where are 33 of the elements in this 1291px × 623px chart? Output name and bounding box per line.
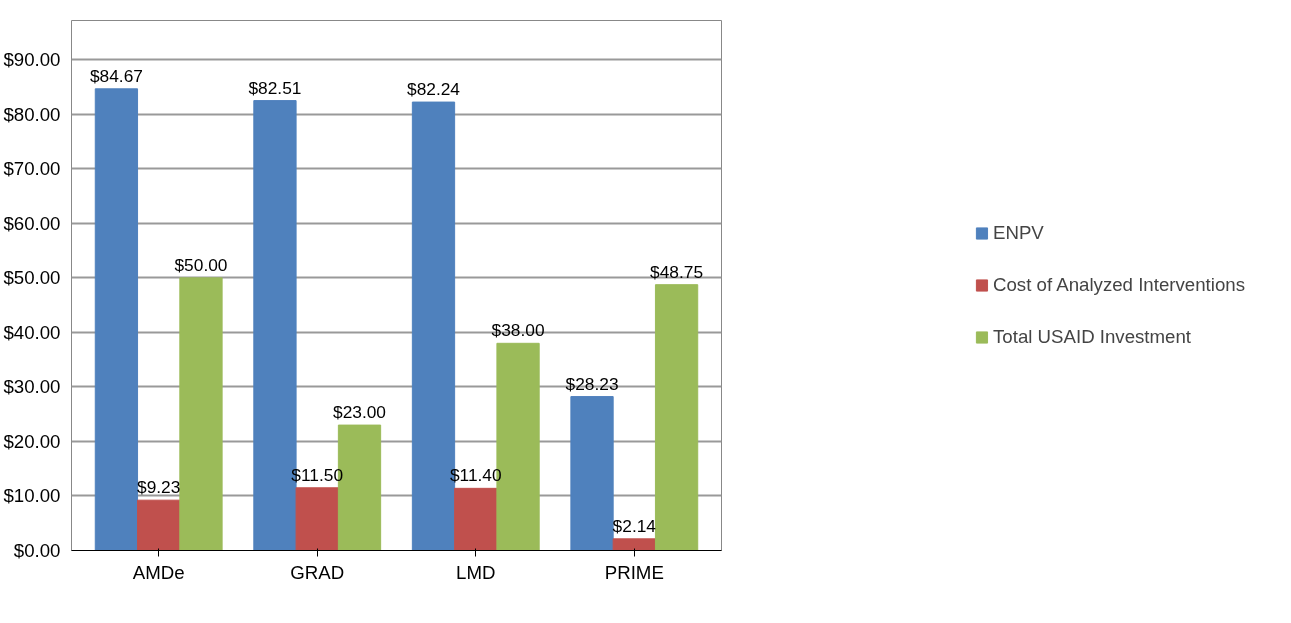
y-tick-label: $0.00 [13,540,61,561]
y-tick-label: $80.00 [3,103,61,125]
data-label: $28.23 [565,373,619,394]
y-tick-label: $60.00 [3,212,61,234]
bar [137,499,181,551]
y-tick-label: $40.00 [3,321,61,343]
y-tick-label: $20.00 [3,430,61,452]
data-label: $82.51 [248,77,302,98]
y-tick-label: $70.00 [3,158,61,180]
x-tick-label: AMDe [132,561,185,583]
bar [94,88,139,551]
data-label: $50.00 [174,254,228,275]
y-tick-label: $90.00 [3,49,61,71]
x-tick-label: LMD [456,561,496,583]
bar [570,396,614,551]
data-label: $48.75 [650,261,704,282]
bar [654,284,699,551]
bar [179,277,223,551]
data-label: $38.00 [491,320,545,341]
x-tick-label: PRIME [604,561,664,583]
bar [612,538,656,551]
legend-label: Cost of Analyzed Interventions [992,274,1246,296]
legend-label: Total USAID Investment [992,326,1192,348]
y-tick-label: $30.00 [3,376,61,398]
legend-label: ENPV [992,222,1044,244]
bar [454,487,498,551]
bar [295,487,339,551]
x-tick-label: GRAD [290,561,345,583]
data-label: $82.24 [406,79,461,100]
data-label: $23.00 [333,402,387,423]
y-tick-label: $50.00 [3,267,61,289]
data-label: $84.67 [89,65,143,86]
y-tick-label: $10.00 [3,485,61,507]
